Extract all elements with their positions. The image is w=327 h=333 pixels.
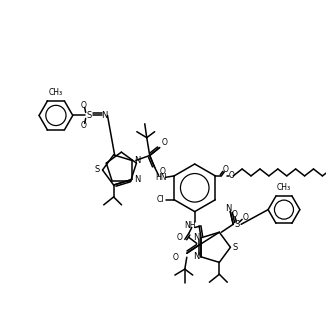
Text: N: N — [101, 111, 108, 120]
Text: N: N — [193, 252, 199, 261]
Text: CH₃: CH₃ — [277, 183, 291, 192]
Text: S: S — [86, 111, 91, 120]
Text: N: N — [193, 233, 199, 242]
Text: O: O — [222, 166, 228, 174]
Text: O: O — [81, 121, 87, 130]
Text: O: O — [242, 213, 248, 222]
Text: S: S — [233, 243, 238, 252]
Text: O: O — [228, 171, 234, 180]
Text: S: S — [234, 220, 240, 229]
Text: S: S — [95, 166, 100, 174]
Text: N: N — [225, 204, 232, 213]
Text: Cl: Cl — [157, 195, 164, 204]
Text: O: O — [81, 101, 87, 110]
Text: O: O — [173, 253, 179, 262]
Text: N: N — [134, 156, 140, 165]
Text: NH: NH — [184, 221, 196, 230]
Text: O: O — [177, 233, 183, 242]
Text: N: N — [134, 175, 140, 184]
Text: O: O — [162, 138, 167, 147]
Text: HN: HN — [155, 173, 166, 182]
Text: CH₃: CH₃ — [49, 88, 63, 97]
Text: O: O — [231, 210, 237, 219]
Text: O: O — [160, 167, 165, 176]
